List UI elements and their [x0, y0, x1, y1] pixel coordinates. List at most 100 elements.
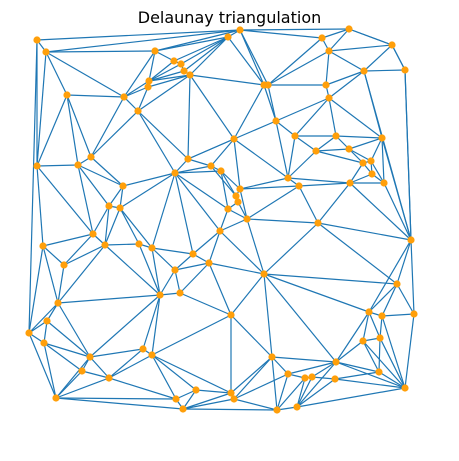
- triangulation-edge: [263, 222, 319, 275]
- data-point: [230, 395, 238, 403]
- triangulation-edge: [298, 185, 319, 224]
- triangulation-edge: [220, 170, 237, 197]
- triangulation-edge: [328, 28, 350, 52]
- triangulation-edge: [66, 94, 92, 158]
- triangulation-edge: [63, 244, 106, 266]
- data-point: [176, 289, 184, 297]
- triangulation-edge: [174, 269, 181, 294]
- triangulation-edge: [151, 172, 176, 249]
- triangulation-edge: [233, 356, 273, 400]
- triangulation-edge: [104, 207, 121, 246]
- triangulation-edge: [263, 84, 277, 122]
- triangulation-edge: [296, 376, 313, 408]
- data-point: [89, 230, 97, 238]
- triangulation-edge: [151, 314, 232, 356]
- triangulation-edge: [296, 387, 406, 408]
- triangulation-edge: [182, 398, 235, 410]
- triangulation-edge: [275, 120, 289, 179]
- triangulation-edge: [66, 94, 79, 166]
- triangulation-edge: [239, 29, 269, 86]
- triangulation-edge: [123, 86, 149, 98]
- data-point: [345, 145, 353, 153]
- triangulation-edge: [348, 28, 393, 46]
- triangulation-edge: [328, 97, 337, 137]
- triangulation-edge: [263, 273, 370, 313]
- triangulation-edge: [276, 373, 289, 411]
- triangulation-edge: [396, 239, 412, 285]
- data-point: [217, 167, 225, 175]
- data-point: [186, 71, 194, 79]
- triangulation-edge: [378, 337, 381, 373]
- triangulation-edge: [119, 172, 176, 209]
- data-point: [216, 227, 224, 235]
- triangulation-edge: [317, 222, 398, 285]
- chart-title: Delaunay triangulation: [137, 8, 322, 27]
- triangulation-edge: [335, 311, 370, 363]
- triangulation-edge: [233, 138, 289, 179]
- edges-layer: [28, 28, 415, 411]
- data-point: [378, 312, 386, 320]
- data-point: [171, 266, 179, 274]
- data-point: [33, 36, 41, 44]
- data-point: [224, 205, 232, 213]
- data-point: [322, 81, 330, 89]
- data-point: [375, 368, 383, 376]
- triangulation-edge: [187, 158, 212, 167]
- data-point: [78, 367, 86, 375]
- data-point: [264, 81, 272, 89]
- triangulation-edge: [233, 120, 277, 140]
- data-point: [331, 375, 339, 383]
- triangulation-edge: [81, 370, 110, 379]
- triangulation-edge: [263, 273, 337, 363]
- data-point: [260, 270, 268, 278]
- triangulation-edge: [267, 50, 330, 86]
- triangulation-edge: [233, 398, 278, 411]
- triangulation-edge: [187, 138, 235, 160]
- triangulation-edge: [36, 94, 68, 167]
- triangulation-edge: [325, 70, 365, 86]
- data-point: [42, 48, 50, 56]
- triangulation-edge: [138, 243, 161, 296]
- triangulation-edge: [195, 389, 232, 394]
- triangulation-edge: [175, 389, 197, 400]
- triangulation-edge: [55, 397, 177, 400]
- triangulation-edge: [267, 84, 277, 122]
- triangulation-edge: [90, 156, 124, 187]
- triangulation-edge: [381, 313, 415, 317]
- data-point: [359, 159, 367, 167]
- triangulation-edge: [43, 342, 57, 399]
- triangulation-edge: [349, 173, 373, 184]
- triangulation-edge: [148, 70, 185, 82]
- triangulation-edge: [381, 283, 398, 317]
- data-point: [346, 179, 354, 187]
- triangulation-edge: [311, 361, 337, 378]
- triangulation-edge: [151, 354, 232, 394]
- triangulation-edge: [328, 70, 365, 99]
- data-point: [60, 261, 68, 269]
- triangulation-edge: [334, 378, 406, 389]
- triangulation-edge: [77, 164, 124, 187]
- data-point: [43, 317, 51, 325]
- data-point: [284, 370, 292, 378]
- triangulation-edge: [349, 182, 412, 241]
- triangulation-edge: [294, 97, 330, 137]
- triangulation-edge: [90, 96, 125, 158]
- triangulation-edge: [45, 51, 68, 96]
- data-point: [236, 185, 244, 193]
- data-point: [365, 308, 373, 316]
- triangulation-edge: [42, 245, 59, 304]
- triangulation-edge: [276, 377, 306, 411]
- triangulation-edge: [233, 84, 265, 140]
- data-point: [273, 406, 281, 414]
- triangulation-edge: [349, 162, 364, 184]
- triangulation-edge: [239, 185, 300, 190]
- data-point: [101, 241, 109, 249]
- triangulation-edge: [151, 247, 176, 271]
- triangulation-edge: [183, 36, 229, 72]
- triangulation-edge: [219, 218, 248, 232]
- triangulation-edge: [148, 60, 175, 82]
- triangulation-edge: [55, 377, 110, 399]
- data-point: [171, 169, 179, 177]
- triangulation-edge: [137, 110, 189, 160]
- data-point: [177, 60, 185, 68]
